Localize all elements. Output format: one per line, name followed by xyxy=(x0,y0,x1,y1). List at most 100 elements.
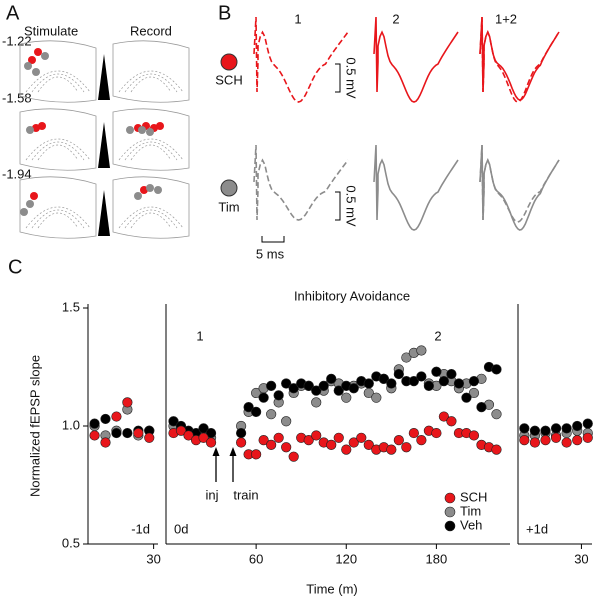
slice-contour xyxy=(130,144,172,161)
data-point xyxy=(288,383,299,394)
data-point xyxy=(258,392,269,403)
data-point xyxy=(572,435,583,446)
trace xyxy=(479,16,560,103)
level: -1.58 xyxy=(2,90,32,105)
x-tick-label: 30 xyxy=(574,551,588,566)
data-point xyxy=(318,380,329,391)
data-point xyxy=(122,397,133,408)
data-point xyxy=(111,411,122,422)
scale-label: 5 ms xyxy=(256,246,285,261)
scale-label: 0.5 mV xyxy=(344,185,359,227)
panel-label: C xyxy=(8,256,22,278)
data-point xyxy=(393,368,404,380)
data-point xyxy=(333,432,344,443)
x-tick-label: 180 xyxy=(426,551,448,566)
trace xyxy=(479,16,560,101)
data-point xyxy=(378,373,389,384)
day-label: +1d xyxy=(526,521,548,536)
row-label: Tim xyxy=(218,199,239,214)
data-point xyxy=(100,413,111,425)
data-point xyxy=(416,345,427,356)
data-point xyxy=(561,423,572,434)
data-point xyxy=(491,364,502,375)
icon xyxy=(220,179,238,197)
data-point xyxy=(393,435,404,446)
slice-outline xyxy=(112,108,190,171)
data-point xyxy=(476,402,487,413)
data-point xyxy=(438,376,450,387)
slice-contour xyxy=(118,206,184,229)
slice-contour xyxy=(37,76,79,93)
slice-outline xyxy=(112,40,190,103)
data-point xyxy=(266,439,277,450)
data-point xyxy=(341,444,352,455)
trace xyxy=(253,144,349,221)
data-point xyxy=(311,397,322,408)
data-point xyxy=(446,368,457,380)
slice-contour xyxy=(118,70,184,93)
data-point xyxy=(266,380,277,391)
data-point xyxy=(431,366,442,377)
data-point xyxy=(243,402,254,413)
slice-outline xyxy=(19,40,97,103)
data-point xyxy=(468,430,480,441)
data-point xyxy=(438,411,450,422)
day-label: 0d xyxy=(174,521,188,536)
slice-contour xyxy=(25,70,91,93)
data-point xyxy=(491,444,502,455)
data-point xyxy=(371,392,382,403)
data-point xyxy=(236,427,247,439)
data-point xyxy=(519,423,530,434)
y-tick-label: 1.0 xyxy=(62,417,80,432)
site xyxy=(146,184,154,192)
slice-contour xyxy=(124,209,178,229)
data-point xyxy=(491,409,502,420)
data-point xyxy=(288,451,299,462)
data-point xyxy=(386,378,397,389)
site xyxy=(30,192,38,200)
data-point xyxy=(266,409,277,420)
site xyxy=(26,126,34,134)
data-point xyxy=(408,376,419,387)
data-point xyxy=(363,378,374,389)
data-point xyxy=(251,449,262,460)
site xyxy=(41,52,49,60)
slice-contour xyxy=(25,138,91,161)
slice-contour xyxy=(25,206,91,229)
slice-outline xyxy=(112,176,190,239)
data-point xyxy=(550,432,562,443)
data-point xyxy=(183,430,194,441)
panel-c: 0.5 1.0 1.5 30 -1d 60 120 180 0d Inhibitory Avoid… xyxy=(62,288,593,566)
slice-contour xyxy=(31,73,85,93)
data-point xyxy=(303,380,314,391)
site xyxy=(156,122,164,130)
data-point xyxy=(168,416,179,427)
slice-contour xyxy=(124,141,178,161)
panel-b: B 1 2 1+2 SCH Tim 0.5 mV 0.5 mV 5 ms xyxy=(215,2,560,261)
data-point xyxy=(540,435,551,446)
data-point xyxy=(326,439,337,450)
site xyxy=(32,68,40,76)
slice-outline xyxy=(19,108,97,171)
data-point xyxy=(572,420,583,432)
data-point xyxy=(273,432,284,443)
midline xyxy=(98,190,110,236)
data-point xyxy=(348,437,359,448)
data-point xyxy=(251,387,262,399)
data-point xyxy=(550,423,562,434)
trace xyxy=(479,144,560,223)
panel-label: B xyxy=(218,2,231,24)
column-label: 1+2 xyxy=(495,11,517,26)
data-point xyxy=(408,427,419,439)
data-point xyxy=(111,427,122,439)
data-point xyxy=(303,435,314,446)
site xyxy=(38,122,46,130)
icon xyxy=(220,53,238,71)
x-tick-label: 120 xyxy=(335,551,357,566)
data-point xyxy=(468,376,480,387)
annotation: 1 xyxy=(196,328,203,343)
data-point xyxy=(348,383,359,394)
legend-marker xyxy=(444,520,456,532)
data-point xyxy=(529,437,541,448)
data-point xyxy=(363,439,374,450)
